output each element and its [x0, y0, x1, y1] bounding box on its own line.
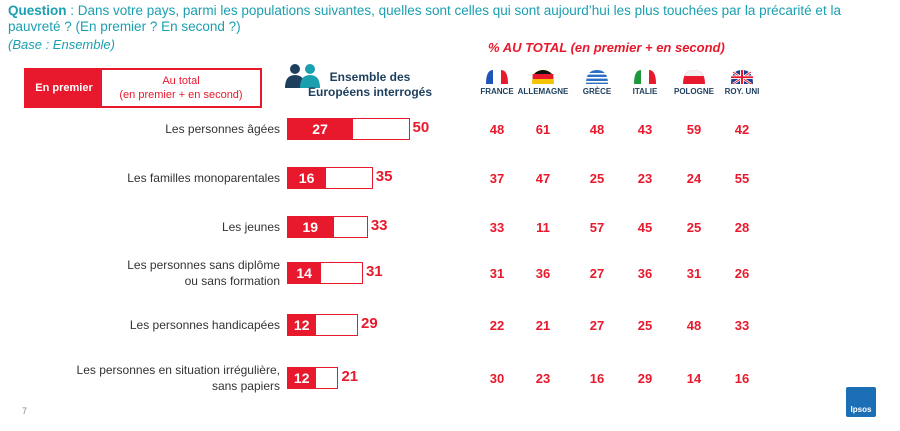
question-label: Question	[8, 3, 67, 18]
country-value: 61	[535, 122, 551, 137]
uk-flag-icon	[712, 68, 772, 84]
italy-flag-icon	[615, 68, 675, 84]
country-value: 23	[535, 371, 551, 386]
country-value: 25	[637, 318, 653, 333]
country-value: 55	[734, 171, 750, 186]
ensemble-title: Ensemble des Européens interrogés	[300, 70, 440, 100]
country-value: 36	[637, 266, 653, 281]
country-name: FRANCE	[480, 87, 514, 96]
country-value: 24	[686, 171, 702, 186]
bar-total-label: 31	[365, 263, 383, 280]
category-label: Les jeunes	[20, 219, 280, 235]
category-label-line: Les jeunes	[221, 220, 280, 234]
category-label: Les personnes handicapées	[20, 317, 280, 333]
question-text: Question : Dans votre pays, parmi les po…	[8, 3, 888, 35]
question-body: : Dans votre pays, parmi les populations…	[8, 3, 841, 34]
country-value: 26	[734, 266, 750, 281]
country-value: 33	[489, 220, 505, 235]
bar-first: 16	[287, 167, 327, 189]
country-name: ROY. UNI	[724, 87, 760, 96]
base-note: (Base : Ensemble)	[8, 37, 115, 52]
country-value: 30	[489, 371, 505, 386]
bar-total-label: 50	[412, 119, 430, 136]
country-value: 27	[589, 318, 605, 333]
country-value: 43	[637, 122, 653, 137]
germany-flag-icon	[513, 68, 573, 84]
legend-first: En premier	[26, 70, 102, 106]
country-value: 23	[637, 171, 653, 186]
bar-first: 12	[287, 367, 317, 389]
ensemble-title-line1: Ensemble des	[329, 70, 411, 84]
bar-first: 27	[287, 118, 354, 140]
category-label-line: Les personnes sans diplôme	[127, 258, 280, 272]
bar-total-label: 35	[375, 168, 393, 185]
france-flag-icon	[467, 68, 527, 84]
country-header: FRANCE	[467, 68, 527, 96]
legend-total: Au total (en premier + en second)	[102, 70, 260, 106]
country-value: 48	[589, 122, 605, 137]
country-value: 21	[535, 318, 551, 333]
country-header: GRÈCE	[567, 68, 627, 96]
country-value: 57	[589, 220, 605, 235]
poland-flag-icon	[664, 68, 724, 84]
country-header: ITALIE	[615, 68, 675, 96]
category-label: Les personnes âgées	[20, 121, 280, 137]
country-name: POLOGNE	[673, 87, 714, 96]
category-label-line: Les personnes en situation irrégulière,	[76, 363, 280, 377]
greece-flag-icon	[567, 68, 627, 84]
category-label-line: sans papiers	[211, 379, 280, 393]
country-value: 36	[535, 266, 551, 281]
page-number: 7	[22, 406, 28, 416]
country-value: 59	[686, 122, 702, 137]
bar-total-label: 33	[370, 217, 388, 234]
category-label: Les personnes en situation irrégulière, s…	[20, 362, 280, 394]
bar-first: 19	[287, 216, 334, 238]
country-value: 48	[686, 318, 702, 333]
category-label-line: Les familles monoparentales	[127, 171, 280, 185]
category-label: Les familles monoparentales	[20, 170, 280, 186]
country-value: 16	[734, 371, 750, 386]
country-value: 47	[535, 171, 551, 186]
country-name: ALLEMAGNE	[517, 87, 569, 96]
category-label: Les personnes sans diplôme ou sans format…	[20, 257, 280, 289]
country-section-title: % AU TOTAL (en premier + en second)	[488, 40, 725, 55]
country-value: 11	[536, 220, 550, 235]
country-value: 45	[637, 220, 653, 235]
ipsos-logo: Ipsos	[846, 387, 876, 417]
country-value: 33	[734, 318, 750, 333]
category-label-line: ou sans formation	[184, 274, 280, 288]
country-value: 29	[637, 371, 653, 386]
country-value: 31	[686, 266, 702, 281]
country-value: 16	[589, 371, 605, 386]
country-value: 25	[589, 171, 605, 186]
country-value: 48	[489, 122, 505, 137]
country-value: 37	[489, 171, 505, 186]
country-name: ITALIE	[632, 87, 658, 96]
ensemble-title-line2: Européens interrogés	[307, 85, 433, 99]
country-header: ROY. UNI	[712, 68, 772, 96]
country-value: 42	[734, 122, 750, 137]
bar-total-label: 21	[341, 368, 359, 385]
country-value: 27	[589, 266, 605, 281]
category-label-line: Les personnes âgées	[165, 122, 280, 136]
legend-total-line2: (en premier + en second)	[119, 89, 243, 101]
country-value: 25	[686, 220, 702, 235]
bar-first: 14	[287, 262, 322, 284]
people-icon	[285, 64, 320, 88]
bar-total-label: 29	[361, 315, 378, 332]
country-value: 28	[734, 220, 750, 235]
legend-total-line1: Au total	[162, 75, 200, 87]
country-header: POLOGNE	[664, 68, 724, 96]
country-value: 14	[686, 371, 702, 386]
country-value: 22	[489, 318, 505, 333]
country-name: GRÈCE	[582, 87, 612, 96]
country-header: ALLEMAGNE	[513, 68, 573, 96]
country-value: 31	[489, 266, 505, 281]
bar-first: 12	[287, 314, 317, 336]
legend: En premier Au total (en premier + en sec…	[24, 68, 262, 108]
category-label-line: Les personnes handicapées	[129, 318, 280, 332]
